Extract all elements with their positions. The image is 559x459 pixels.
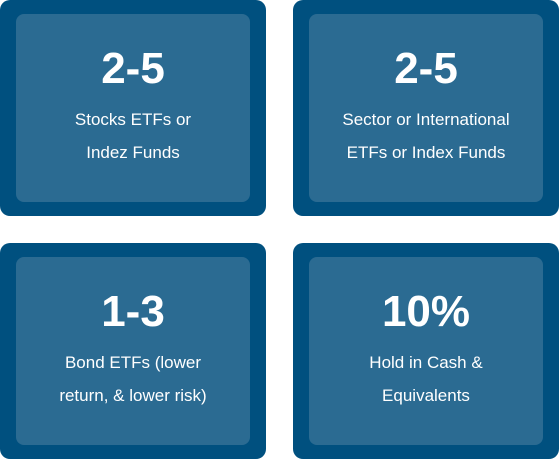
card-label-line-2: Equivalents <box>382 386 470 405</box>
cash-equivalents-card: 10% Hold in Cash & Equivalents <box>293 243 559 459</box>
card-label-line-2: return, & lower risk) <box>59 386 207 405</box>
stocks-etfs-card: 2-5 Stocks ETFs or Indez Funds <box>0 0 266 216</box>
card-label-line-1: Hold in Cash & <box>369 353 483 372</box>
card-label-line-1: Bond ETFs (lower <box>64 353 202 372</box>
card-content: 10% Hold in Cash & Equivalents <box>309 257 543 445</box>
card-content: 1-3 Bond ETFs (lower return, & lower ris… <box>16 257 250 445</box>
card-content: 2-5 Sector or International ETFs or Inde… <box>309 14 543 202</box>
card-value: 2-5 <box>101 44 165 93</box>
card-label-line-1: Sector or International <box>342 110 510 129</box>
card-value: 2-5 <box>394 44 458 93</box>
card-label-line-2: Indez Funds <box>86 143 180 162</box>
bond-etfs-card: 1-3 Bond ETFs (lower return, & lower ris… <box>0 243 266 459</box>
card-value: 10% <box>381 287 471 336</box>
card-content: 2-5 Stocks ETFs or Indez Funds <box>16 14 250 202</box>
sector-international-card: 2-5 Sector or International ETFs or Inde… <box>293 0 559 216</box>
card-label-line-2: ETFs or Index Funds <box>346 143 506 162</box>
card-value: 1-3 <box>101 287 165 336</box>
card-label-line-1: Stocks ETFs or <box>74 110 192 129</box>
